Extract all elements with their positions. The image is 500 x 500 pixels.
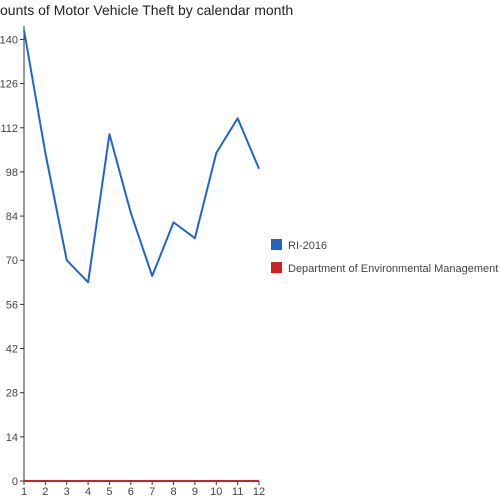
y-tick-label: 126 <box>0 79 18 91</box>
x-tick-label: 6 <box>128 486 134 498</box>
x-tick-label: 8 <box>170 486 176 498</box>
legend-label: Department of Environmental Management <box>288 263 498 275</box>
x-tick-label: 3 <box>64 486 70 498</box>
y-tick-label: 140 <box>0 34 18 46</box>
y-tick-label: 84 <box>6 211 18 223</box>
x-tick-label: 5 <box>106 486 112 498</box>
x-tick-label: 4 <box>85 486 91 498</box>
y-tick-label: 14 <box>6 432 18 444</box>
chart-axes <box>23 26 259 482</box>
chart-title: ounts of Motor Vehicle Theft by calendar… <box>0 2 294 18</box>
legend: RI-2016 Department of Environmental Manag… <box>271 239 498 275</box>
series-line-1 <box>23 29 260 284</box>
y-tick-label: 56 <box>6 299 18 311</box>
y-tick-label: 70 <box>6 255 18 267</box>
x-tick-label: 2 <box>42 486 48 498</box>
x-tick-label: 9 <box>192 486 198 498</box>
y-tick-label: 28 <box>6 388 18 400</box>
x-tick-label: 12 <box>253 486 265 498</box>
legend-label: RI-2016 <box>288 240 327 252</box>
x-axis-ticks: 1 2 3 4 5 6 7 8 9 10 11 12 <box>21 481 265 498</box>
legend-swatch <box>271 262 282 273</box>
y-tick-label: 42 <box>6 344 18 356</box>
series-lines <box>23 29 260 482</box>
legend-swatch <box>271 239 282 250</box>
y-tick-label: 0 <box>12 476 18 488</box>
x-tick-label: 10 <box>210 486 222 498</box>
x-tick-label: 1 <box>21 486 27 498</box>
y-tick-label: 112 <box>0 123 18 135</box>
y-axis-ticks: 0 14 28 42 56 70 84 98 112 126 140 <box>0 34 24 488</box>
y-tick-label: 98 <box>6 167 18 179</box>
x-tick-label: 7 <box>149 486 155 498</box>
x-tick-label: 11 <box>232 486 243 498</box>
